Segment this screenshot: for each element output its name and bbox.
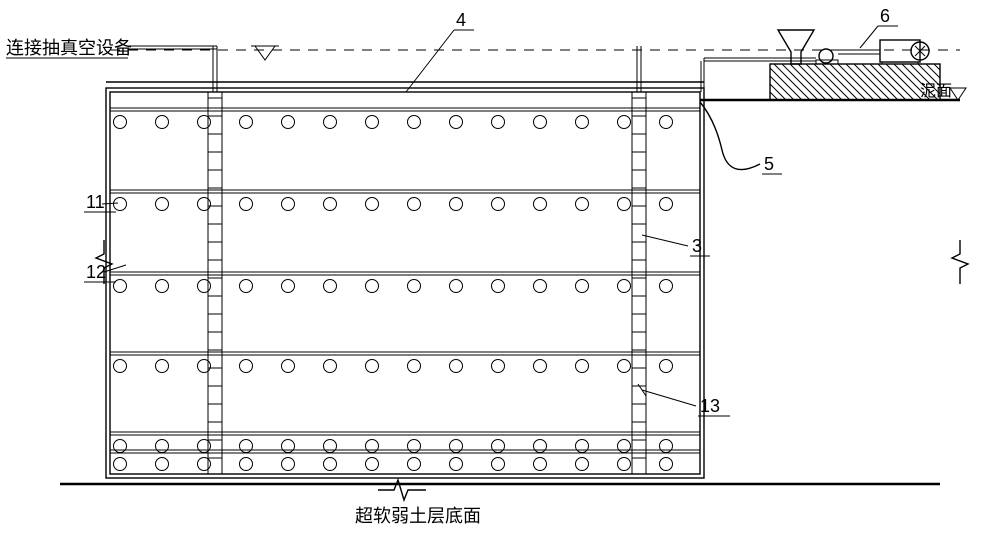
callout-n3: 3	[692, 236, 702, 256]
callout-n13: 13	[700, 396, 720, 416]
treatment-frame	[106, 82, 704, 478]
callout-n12: 12	[86, 262, 106, 282]
grouting-equipment	[701, 30, 940, 100]
mud-level-label: 泥面	[920, 82, 952, 100]
callout-n11: 11	[86, 192, 105, 212]
vertical-drains	[128, 46, 646, 474]
vacuum-label: 连接抽真空设备	[6, 38, 132, 58]
callout-n6: 6	[880, 6, 890, 26]
callout-n5: 5	[764, 154, 774, 174]
break-symbol	[952, 240, 968, 284]
drain-rows	[110, 108, 700, 471]
soft-soil-bottom-label: 超软弱土层底面	[355, 506, 481, 526]
callout-n4: 4	[456, 10, 466, 30]
